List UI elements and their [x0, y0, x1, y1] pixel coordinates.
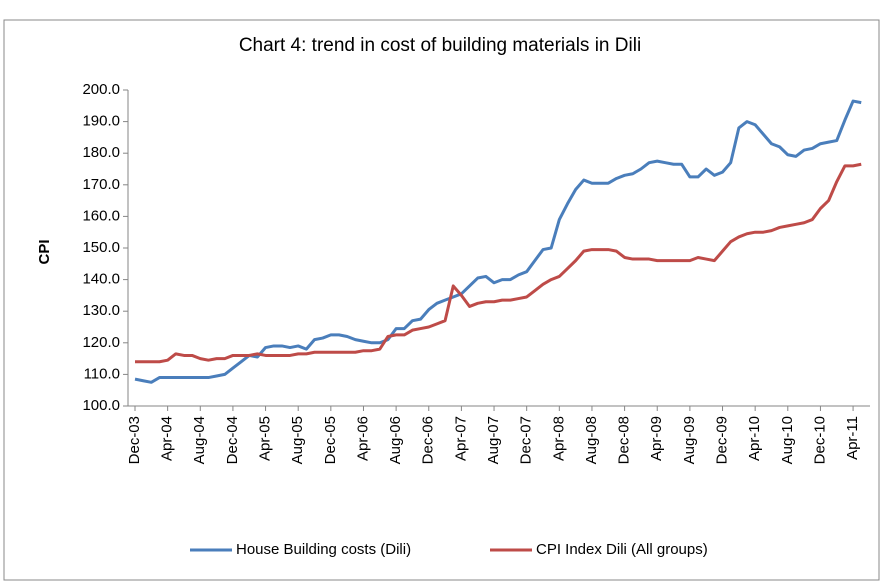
x-tick-label: Apr-04: [159, 416, 176, 461]
x-tick-label: Aug-05: [289, 416, 306, 464]
chart-title: Chart 4: trend in cost of building mater…: [239, 35, 641, 56]
x-tick-label: Apr-09: [648, 416, 665, 461]
x-tick-label: Apr-05: [257, 416, 274, 461]
x-tick-label: Dec-03: [126, 416, 143, 464]
y-tick-label: 180.0: [82, 144, 120, 161]
x-tick-label: Dec-10: [811, 416, 828, 464]
y-tick-label: 150.0: [82, 239, 120, 256]
x-tick-label: Apr-11: [844, 416, 861, 460]
x-tick-label: Dec-09: [713, 416, 730, 464]
series-line: [135, 162, 862, 364]
x-tick-label: Aug-07: [485, 416, 502, 464]
x-tick-label: Apr-06: [354, 416, 371, 461]
x-tick-label: Dec-08: [616, 416, 633, 464]
x-tick-label: Dec-07: [518, 416, 535, 464]
x-tick-label: Dec-04: [224, 416, 241, 464]
x-tick-label: Aug-10: [779, 416, 796, 464]
y-axis-title: CPI: [36, 239, 53, 264]
x-tick-label: Aug-08: [583, 416, 600, 464]
y-tick-label: 120.0: [82, 334, 120, 351]
y-tick-label: 100.0: [82, 397, 120, 414]
x-tick-label: Aug-04: [191, 416, 208, 464]
x-tick-label: Aug-09: [681, 416, 698, 464]
y-tick-label: 190.0: [82, 113, 120, 130]
y-tick-label: 160.0: [82, 207, 120, 224]
y-tick-label: 200.0: [82, 81, 120, 98]
y-tick-label: 110.0: [84, 365, 120, 382]
x-tick-label: Aug-06: [387, 416, 404, 464]
x-tick-label: Apr-10: [746, 416, 763, 461]
x-tick-label: Apr-08: [550, 416, 567, 461]
legend-label: CPI Index Dili (All groups): [536, 541, 708, 558]
x-tick-label: Dec-05: [322, 416, 339, 464]
legend-label: House Building costs (Dili): [236, 541, 411, 558]
y-tick-label: 140.0: [82, 271, 120, 288]
y-tick-label: 130.0: [82, 302, 120, 319]
x-tick-label: Dec-06: [420, 416, 437, 464]
x-tick-label: Apr-07: [452, 416, 469, 461]
y-tick-label: 170.0: [82, 176, 120, 193]
series-line: [134, 99, 862, 384]
